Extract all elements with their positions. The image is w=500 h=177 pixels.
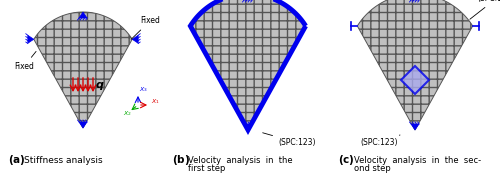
Polygon shape	[79, 122, 87, 128]
Text: $\mathbf{(c)}$: $\mathbf{(c)}$	[338, 153, 355, 167]
Text: Fixed: Fixed	[14, 52, 36, 71]
Polygon shape	[34, 12, 132, 128]
Text: $X_2$: $X_2$	[123, 109, 132, 118]
Polygon shape	[190, 0, 306, 130]
Text: first step: first step	[188, 164, 226, 173]
Polygon shape	[28, 35, 34, 43]
Text: Fixed: Fixed	[131, 16, 160, 39]
Text: Stiffness analysis: Stiffness analysis	[24, 156, 102, 165]
Polygon shape	[132, 35, 138, 43]
Text: (SPC:123): (SPC:123)	[262, 133, 316, 147]
Text: (SPC:123): (SPC:123)	[470, 0, 500, 19]
Polygon shape	[244, 124, 252, 130]
Text: $X_1$: $X_1$	[151, 97, 160, 106]
Text: (SPC:123): (SPC:123)	[360, 135, 400, 147]
Text: $X_3$: $X_3$	[139, 85, 148, 94]
Polygon shape	[79, 12, 87, 18]
Text: Velocity  analysis  in  the: Velocity analysis in the	[188, 156, 292, 165]
Text: $\mathbf{(b)}$: $\mathbf{(b)}$	[172, 153, 190, 167]
Polygon shape	[401, 66, 429, 94]
Text: ond step: ond step	[354, 164, 391, 173]
Polygon shape	[358, 0, 472, 130]
Text: Velocity  analysis  in  the  sec-: Velocity analysis in the sec-	[354, 156, 481, 165]
Text: $\bfit{q}$: $\bfit{q}$	[95, 80, 104, 92]
Text: $\mathbf{(a)}$: $\mathbf{(a)}$	[8, 153, 25, 167]
Polygon shape	[411, 124, 419, 130]
